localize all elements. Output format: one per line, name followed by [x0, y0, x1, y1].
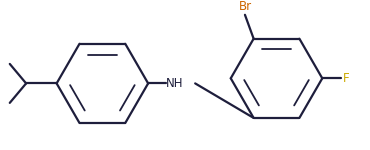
Text: NH: NH: [166, 77, 184, 90]
Text: F: F: [343, 72, 349, 85]
Text: Br: Br: [238, 0, 252, 13]
